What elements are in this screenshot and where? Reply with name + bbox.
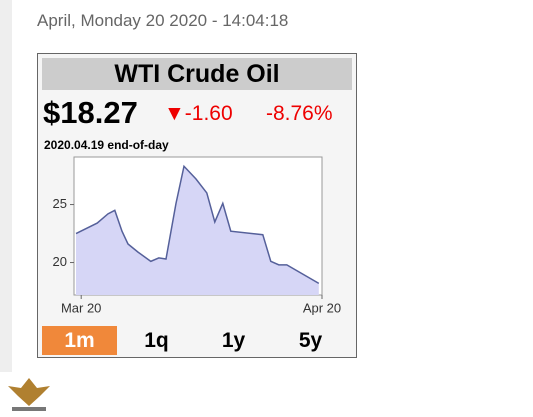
line <box>75 164 320 285</box>
price: $18.27 <box>43 95 138 130</box>
logo-bar <box>12 407 46 411</box>
change: ▼-1.60 <box>164 102 233 125</box>
chart: 20 25 Mar 20 Apr 20 <box>53 156 341 315</box>
y-tick-label: 20 <box>53 254 67 269</box>
range-tab[interactable]: 1q <box>144 329 169 352</box>
as-of: 2020.04.19 end-of-day <box>44 138 169 152</box>
datetime: April, Monday 20 2020 - 14:04:18 <box>37 11 289 30</box>
tabs: 1m 1q 1y 5y <box>42 326 352 356</box>
widget-title: WTI Crude Oil <box>42 58 352 90</box>
range-tab[interactable]: 1m <box>42 326 117 355</box>
side-strip <box>0 0 12 372</box>
x-tick-label: Apr 20 <box>303 300 341 315</box>
range-tab[interactable]: 1y <box>221 329 246 352</box>
y-tick-label: 25 <box>53 196 67 211</box>
logo <box>8 378 50 411</box>
logo-emblem <box>8 378 50 406</box>
quote-widget: WTI Crude Oil $18.27 ▼-1.60 -8.76% 2020.… <box>37 53 357 358</box>
area <box>76 166 319 295</box>
change-percent: -8.76% <box>266 102 333 125</box>
range-tab[interactable]: 5y <box>298 329 323 352</box>
x-tick-label: Mar 20 <box>61 300 101 315</box>
